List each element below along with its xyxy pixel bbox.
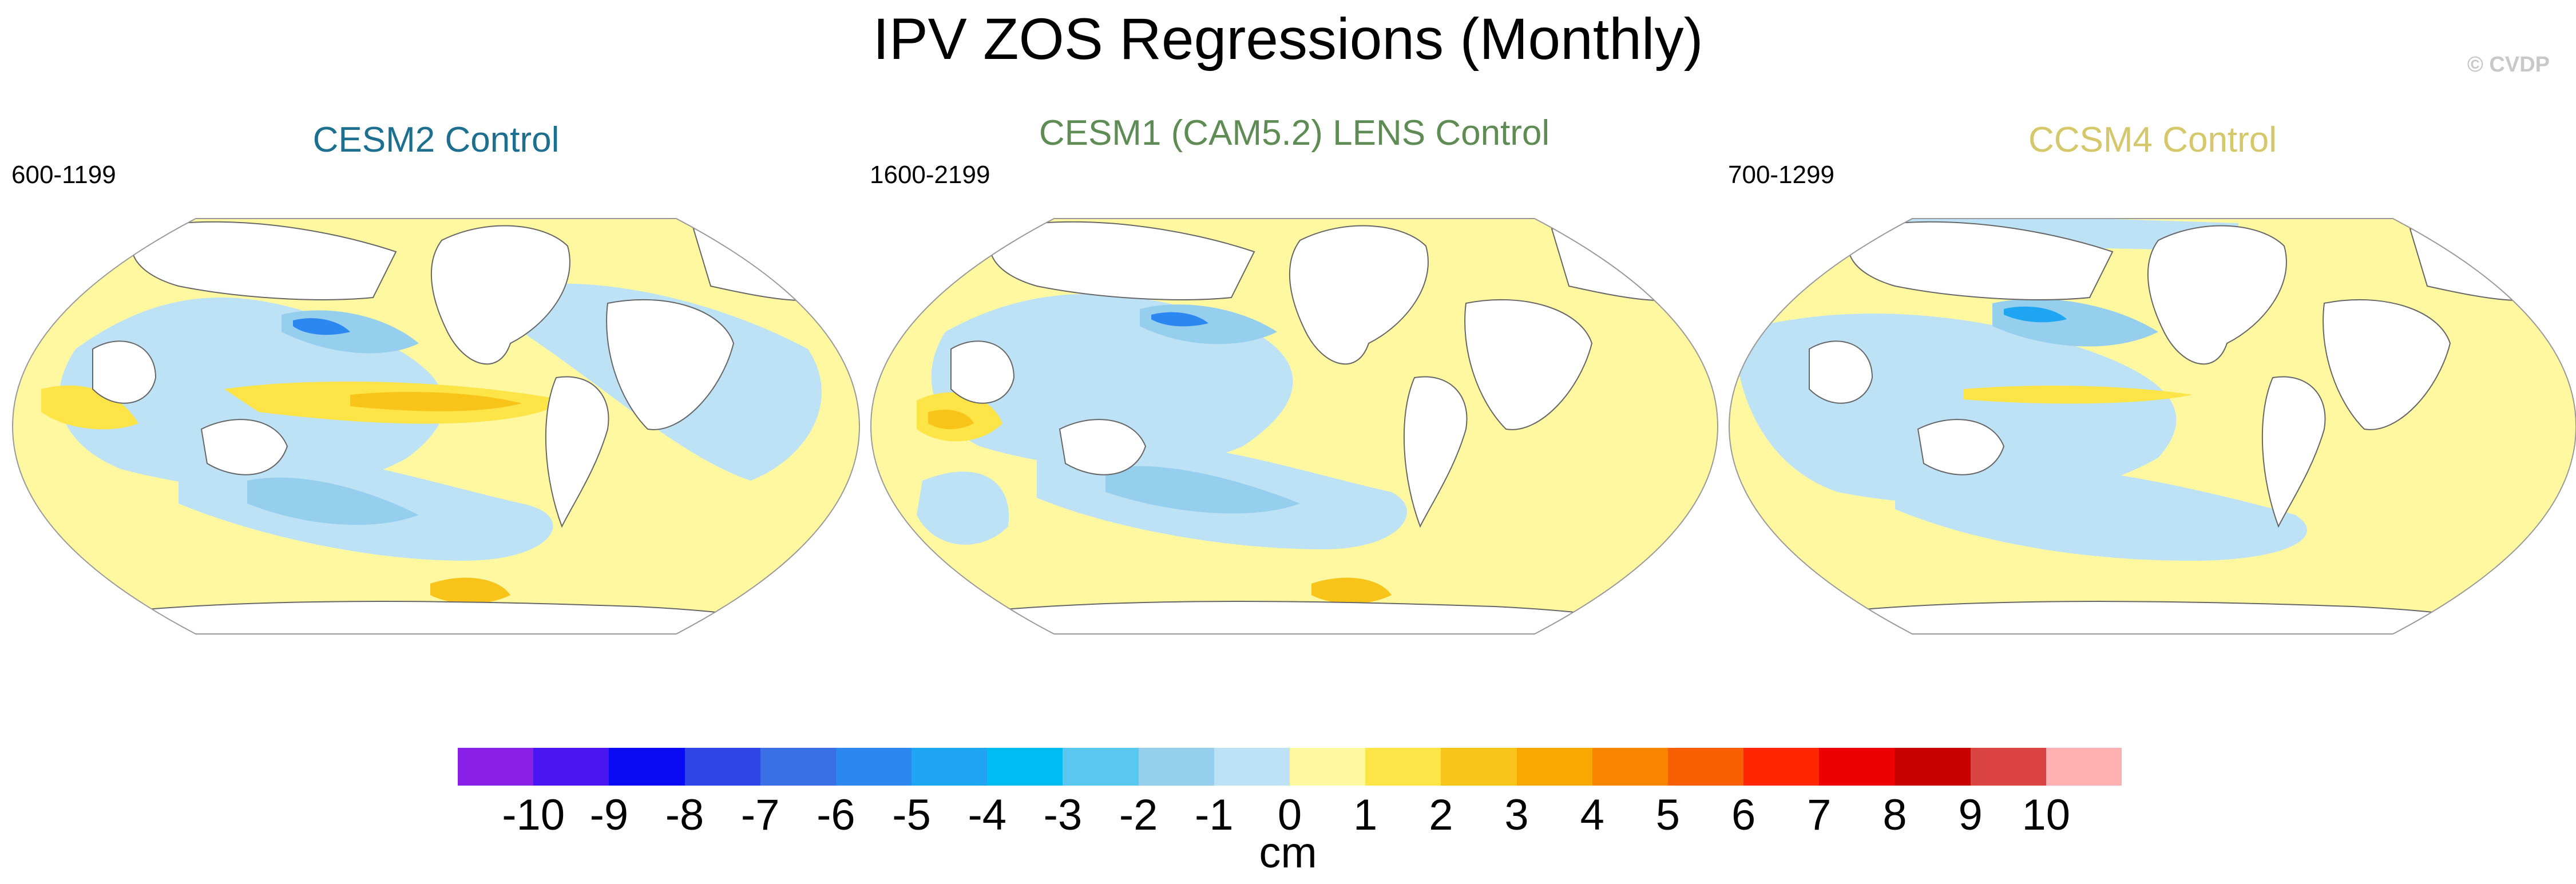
colorbar-box <box>1063 748 1139 786</box>
land-australia <box>1059 419 1147 475</box>
colorbar-tick-label: 7 <box>1807 791 1832 839</box>
map-ccsm4 <box>1728 218 2576 635</box>
colorbar-box <box>1743 748 1820 786</box>
colorbar-box <box>1667 748 1744 786</box>
land-africa <box>606 299 735 430</box>
colorbar-tick-label: -10 <box>502 791 565 839</box>
figure-title: IPV ZOS Regressions (Monthly) <box>873 6 1703 72</box>
colorbar-box <box>609 748 685 786</box>
colorbar-box <box>1970 748 2047 786</box>
land-australia <box>200 419 288 475</box>
colorbar-tick-label: 1 <box>1353 791 1378 839</box>
panel-years: 700-1299 <box>1728 161 1834 189</box>
strong-positive-core <box>928 410 974 430</box>
colorbar-box <box>760 748 837 786</box>
colorbar-box <box>1441 748 1517 786</box>
strong-negative-core <box>293 318 350 335</box>
land-india <box>92 340 157 404</box>
colorbar-tick-label: -2 <box>1119 791 1158 839</box>
panel-years: 600-1199 <box>11 161 116 189</box>
panel-cesm2: CESM2 Control 600-1199 <box>7 109 865 692</box>
land-south-america <box>2261 376 2326 528</box>
colorbar-box <box>1214 748 1290 786</box>
colorbar <box>458 748 2122 786</box>
land-south-america <box>545 376 609 528</box>
colorbar-tick-label: -4 <box>968 791 1007 839</box>
panel-years: 1600-2199 <box>870 161 990 189</box>
panel-title: CESM2 Control <box>312 120 560 160</box>
land-north-america <box>1289 225 1429 365</box>
colorbar-units: cm <box>1259 828 1317 877</box>
map-outline <box>870 218 1719 635</box>
land-asia <box>131 221 397 300</box>
colorbar-box <box>835 748 912 786</box>
land-africa <box>2323 299 2451 430</box>
colorbar-tick-label: -5 <box>892 791 931 839</box>
colorbar-labels: -10 -9 -8 -7 -6 -5 -4 -3 -2 -1 0 1 2 3 4 5 6 7 8 9 10 <box>0 792 2576 838</box>
colorbar-tick-label: -8 <box>665 791 704 839</box>
land-africa <box>1464 299 1593 430</box>
strong-positive-core <box>430 577 510 604</box>
colorbar-box <box>1365 748 1441 786</box>
panel-title: CESM1 (CAM5.2) LENS Control <box>1039 113 1550 153</box>
colorbar-box <box>911 748 988 786</box>
map-cesm1-lens <box>870 218 1719 635</box>
colorbar-tick-label: 2 <box>1429 791 1453 839</box>
negative-anomaly-region <box>917 471 1009 545</box>
colorbar-box <box>684 748 761 786</box>
colorbar-tick-label: 4 <box>1580 791 1604 839</box>
colorbar-box <box>1516 748 1593 786</box>
colorbar-tick-label: -1 <box>1195 791 1234 839</box>
colorbar-tick-label: 8 <box>1883 791 1907 839</box>
land-asia <box>989 221 1255 300</box>
positive-anomaly-core <box>41 385 138 430</box>
strong-positive-core <box>350 392 522 411</box>
land-north-america <box>2147 225 2287 365</box>
colorbar-tick-label: 3 <box>1504 791 1529 839</box>
colorbar-box <box>1819 748 1895 786</box>
negative-anomaly-region <box>1895 462 2307 561</box>
colorbar-tick-label: -6 <box>817 791 855 839</box>
panel-ccsm4: CCSM4 Control 700-1299 <box>1723 109 2576 692</box>
colorbar-tick-label: 6 <box>1731 791 1756 839</box>
colorbar-tick-label: -7 <box>740 791 780 839</box>
strong-positive-core <box>1311 577 1392 604</box>
colorbar-box <box>2046 748 2122 786</box>
colorbar-tick-label: -9 <box>589 791 629 839</box>
land-india <box>950 340 1015 404</box>
colorbar-tick-label: 10 <box>2022 791 2071 839</box>
colorbar-box <box>987 748 1063 786</box>
colorbar-tick-label: 5 <box>1655 791 1681 839</box>
positive-anomaly-core <box>1964 386 2193 404</box>
colorbar-tick-label: 9 <box>1958 791 1983 839</box>
land-india <box>1809 340 1873 404</box>
panel-title: CCSM4 Control <box>2028 120 2277 160</box>
colorbar-box <box>1290 748 1366 786</box>
land-asia <box>1848 221 2114 300</box>
land-south-america <box>1403 376 1468 528</box>
colorbar-box <box>1895 748 1971 786</box>
cvdp-watermark: © CVDP <box>2467 53 2550 77</box>
colorbar-tick-label: -3 <box>1043 791 1083 839</box>
negative-anomaly-core <box>1105 466 1300 514</box>
negative-anomaly-core <box>247 477 419 525</box>
colorbar-box <box>533 748 609 786</box>
colorbar-tick-label: 0 <box>1277 791 1302 839</box>
colorbar-box <box>1592 748 1669 786</box>
colorbar-box <box>1138 748 1215 786</box>
land-north-america <box>430 225 570 365</box>
map-outline <box>11 218 861 635</box>
land-australia <box>1917 419 2005 475</box>
strong-negative-core <box>1151 312 1208 327</box>
colorbar-box <box>458 748 534 786</box>
strong-negative-core <box>2004 306 2067 323</box>
map-cesm2 <box>11 218 861 635</box>
map-outline <box>1728 218 2576 635</box>
panel-cesm1-lens: CESM1 (CAM5.2) LENS Control 1600-2199 <box>865 109 1723 692</box>
